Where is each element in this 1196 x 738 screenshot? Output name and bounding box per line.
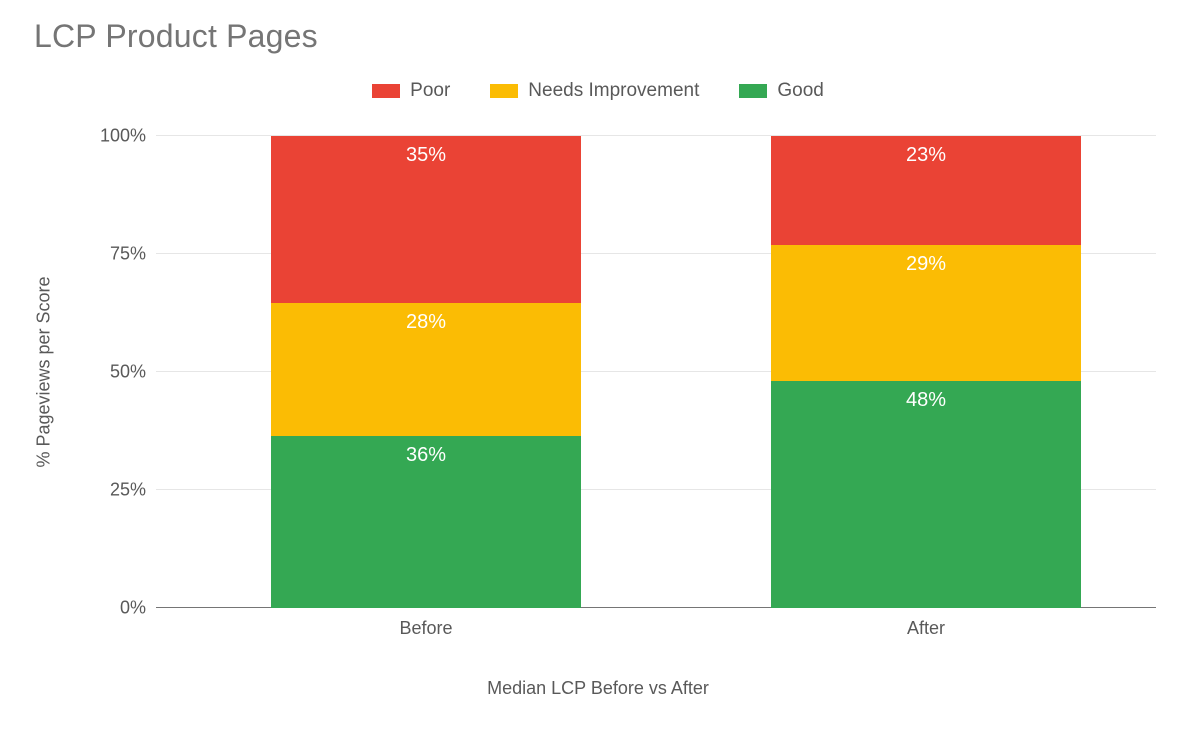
y-tick: 75% — [66, 244, 146, 265]
lcp-chart: LCP Product Pages Poor Needs Improvement G… — [0, 0, 1196, 738]
legend-swatch-needs — [490, 84, 518, 98]
bar-value-label: 35% — [271, 144, 581, 167]
y-tick: 50% — [66, 362, 146, 383]
x-tick: After — [907, 618, 945, 639]
legend-swatch-good — [739, 84, 767, 98]
legend-label-good: Good — [777, 80, 823, 102]
y-tick: 25% — [66, 480, 146, 501]
bar-value-label: 23% — [771, 144, 1081, 167]
x-axis-label: Median LCP Before vs After — [0, 678, 1196, 699]
legend-item-good: Good — [739, 80, 823, 102]
y-tick: 0% — [66, 598, 146, 619]
bar-segment-good — [771, 381, 1081, 608]
bar-value-label: 28% — [271, 311, 581, 334]
bar-group-after: 48% 29% 23% — [771, 136, 1081, 608]
plot-area: 36% 28% 35% 48% 29% 23% — [156, 136, 1156, 608]
y-axis-label: % Pageviews per Score — [34, 276, 55, 467]
y-tick: 100% — [66, 126, 146, 147]
bar-value-label: 36% — [271, 444, 581, 467]
legend-swatch-poor — [372, 84, 400, 98]
legend-label-poor: Poor — [410, 80, 450, 102]
bar-value-label: 29% — [771, 253, 1081, 276]
legend-label-needs: Needs Improvement — [528, 80, 699, 102]
x-tick: Before — [399, 618, 452, 639]
bar-group-before: 36% 28% 35% — [271, 136, 581, 608]
legend: Poor Needs Improvement Good — [0, 80, 1196, 102]
chart-title: LCP Product Pages — [34, 18, 318, 55]
legend-item-poor: Poor — [372, 80, 450, 102]
bar-value-label: 48% — [771, 389, 1081, 412]
legend-item-needs: Needs Improvement — [490, 80, 699, 102]
